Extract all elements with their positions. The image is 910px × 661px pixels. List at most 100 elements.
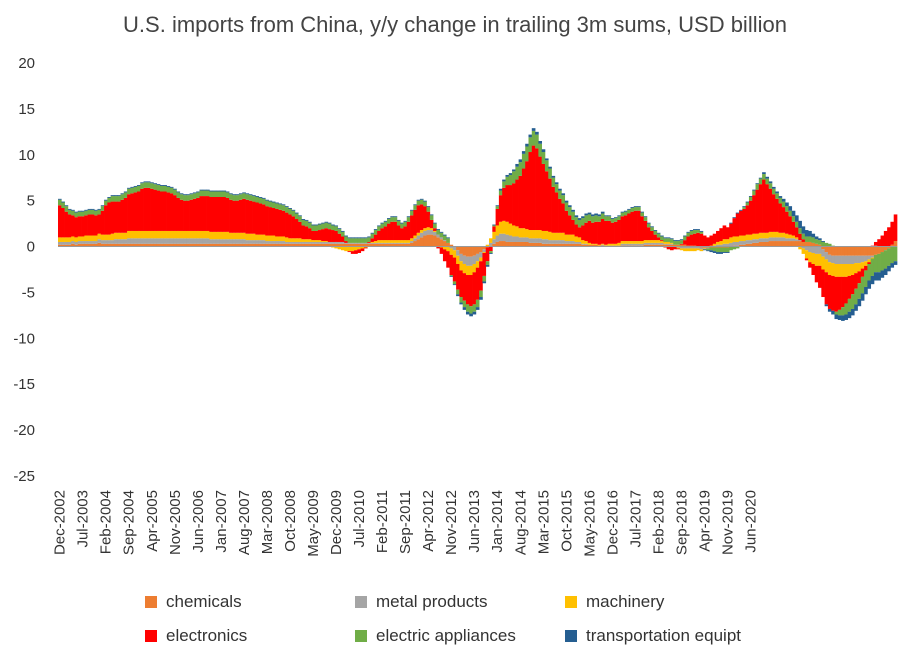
bar-segment-transportation-equipt xyxy=(206,189,210,191)
bar-segment-electric-appliances xyxy=(370,233,375,239)
bar-segment-transportation-equipt xyxy=(811,233,816,238)
bar-segment-machinery xyxy=(854,263,858,274)
bar-segment-transportation-equipt xyxy=(877,272,881,281)
bar-segment-electronics xyxy=(104,205,108,235)
bar-segment-machinery xyxy=(778,232,783,238)
bar-segment-machinery xyxy=(58,237,62,242)
bar-segment-machinery xyxy=(844,263,848,277)
bar-segment-electric-appliances xyxy=(291,210,296,217)
bar-segment-transportation-equipt xyxy=(775,191,779,194)
bar-segment-transportation-equipt xyxy=(729,222,733,224)
bar-segment-electronics xyxy=(179,199,184,231)
x-tick-label: Sep-2011 xyxy=(397,490,414,554)
bar-segment-machinery xyxy=(508,223,513,236)
bar-segment-electric-appliances xyxy=(465,304,470,312)
bar-segment-transportation-equipt xyxy=(452,284,457,286)
bar-segment-metal-products xyxy=(383,242,388,244)
bar-segment-electric-appliances xyxy=(630,208,635,212)
bar-segment-electronics xyxy=(798,233,802,241)
bar-segment-electric-appliances xyxy=(100,206,105,211)
bar-segment-metal-products xyxy=(525,237,529,242)
bar-segment-transportation-equipt xyxy=(551,175,556,178)
bar-segment-electronics xyxy=(209,197,213,232)
bar-segment-electronics xyxy=(406,221,411,241)
bar-segment-transportation-equipt xyxy=(183,194,187,196)
bar-segment-electronics xyxy=(860,268,865,277)
bar-segment-electric-appliances xyxy=(778,197,783,204)
bar-segment-transportation-equipt xyxy=(745,201,750,203)
bar-segment-metal-products xyxy=(666,243,671,245)
bar-segment-transportation-equipt xyxy=(255,196,260,197)
bar-segment-machinery xyxy=(775,231,779,238)
bar-segment-machinery xyxy=(804,250,809,259)
bar-segment-machinery xyxy=(857,263,862,272)
bar-segment-metal-products xyxy=(716,244,720,247)
bar-segment-electronics xyxy=(584,222,589,242)
bar-segment-chemicals xyxy=(505,241,510,247)
bar-segment-metal-products xyxy=(84,241,88,244)
bar-segment-electronics xyxy=(482,252,487,276)
bar-segment-metal-products xyxy=(146,238,151,244)
bar-segment-electric-appliances xyxy=(768,183,773,189)
bar-segment-electronics xyxy=(656,237,661,241)
bar-segment-machinery xyxy=(419,230,424,233)
bar-segment-electronics xyxy=(591,222,595,244)
bar-segment-chemicals xyxy=(360,243,365,247)
bar-segment-machinery xyxy=(387,240,391,243)
bar-segment-transportation-equipt xyxy=(324,221,329,223)
bar-segment-chemicals xyxy=(67,244,72,247)
bar-segment-electric-appliances xyxy=(113,196,118,202)
bar-segment-machinery xyxy=(206,230,210,239)
bar-segment-electronics xyxy=(107,202,111,235)
bar-segment-chemicals xyxy=(71,243,75,247)
bar-segment-electronics xyxy=(607,220,612,244)
bar-segment-chemicals xyxy=(245,243,250,247)
bar-segment-chemicals xyxy=(317,243,322,247)
bar-segment-transportation-equipt xyxy=(785,202,789,207)
bar-segment-electric-appliances xyxy=(669,239,674,243)
legend-label: electronics xyxy=(166,626,248,645)
bar-segment-metal-products xyxy=(242,239,246,244)
bar-segment-metal-products xyxy=(327,241,332,244)
legend-label: electric appliances xyxy=(376,626,516,645)
bar-segment-electric-appliances xyxy=(479,290,483,298)
bar-segment-electric-appliances xyxy=(571,211,575,220)
bar-segment-machinery xyxy=(406,240,411,243)
bar-segment-electronics xyxy=(426,211,431,228)
bar-segment-chemicals xyxy=(288,243,292,247)
bar-segment-transportation-equipt xyxy=(275,202,279,204)
bar-segment-transportation-equipt xyxy=(242,192,246,194)
bar-segment-electronics xyxy=(321,229,325,242)
bar-segment-electronics xyxy=(229,199,233,233)
bar-segment-metal-products xyxy=(512,236,516,242)
bar-segment-chemicals xyxy=(446,242,450,247)
bar-segment-electric-appliances xyxy=(620,212,625,217)
bar-segment-electric-appliances xyxy=(485,261,490,265)
bar-segment-electronics xyxy=(360,248,365,252)
bar-segment-electronics xyxy=(877,239,881,247)
bar-segment-chemicals xyxy=(64,244,69,247)
bar-segment-electric-appliances xyxy=(561,195,566,204)
bar-segment-metal-products xyxy=(502,233,506,242)
bar-segment-transportation-equipt xyxy=(587,212,592,215)
bar-segment-metal-products xyxy=(252,240,256,244)
bar-segment-machinery xyxy=(169,230,174,239)
bar-segment-transportation-equipt xyxy=(288,208,292,209)
bar-segment-electronics xyxy=(893,214,898,242)
bar-segment-transportation-equipt xyxy=(416,199,421,201)
bar-segment-electronics xyxy=(317,230,322,241)
bar-segment-chemicals xyxy=(61,244,65,247)
x-tick-label: Dec-2016 xyxy=(604,490,621,555)
bar-segment-metal-products xyxy=(261,240,266,244)
bar-segment-machinery xyxy=(97,233,102,240)
bar-segment-metal-products xyxy=(74,241,79,245)
bar-segment-electronics xyxy=(383,226,388,241)
bar-segment-machinery xyxy=(196,230,200,239)
bar-segment-metal-products xyxy=(623,243,628,246)
bar-segment-electronics xyxy=(637,210,641,242)
bar-segment-metal-products xyxy=(489,242,493,246)
y-tick-label: -15 xyxy=(13,376,35,393)
bar-segment-machinery xyxy=(502,220,506,234)
bar-segment-machinery xyxy=(610,243,615,246)
bar-segment-electric-appliances xyxy=(97,209,102,215)
